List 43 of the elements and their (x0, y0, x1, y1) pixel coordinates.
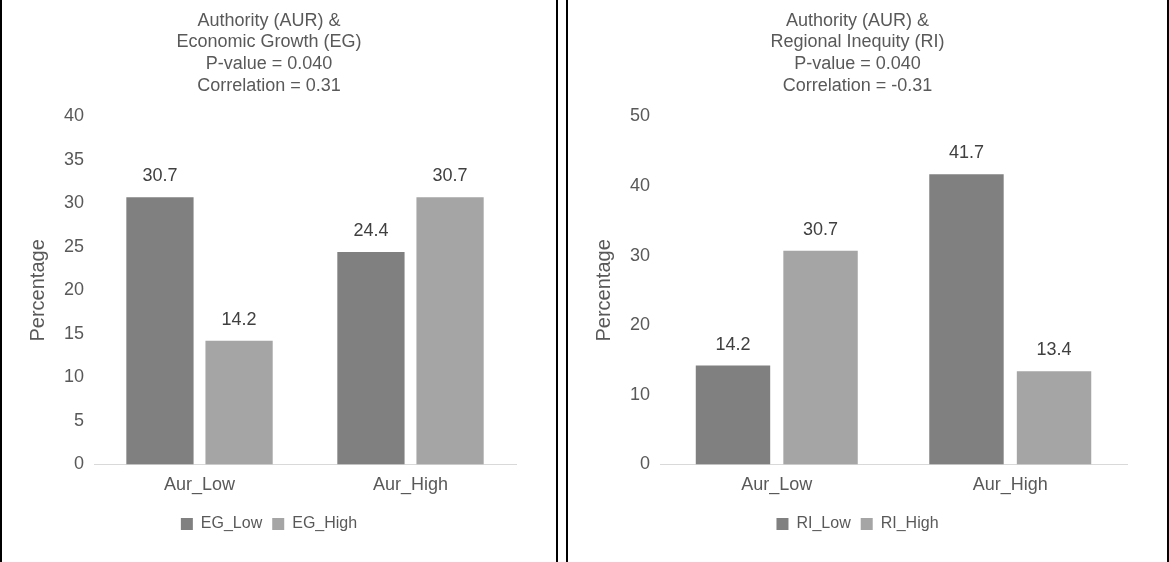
y-axis-title: Percentage (591, 239, 614, 342)
bar (695, 365, 771, 465)
y-tick-label: 10 (629, 383, 651, 404)
legend-label: RI_High (880, 514, 939, 533)
data-label: 30.7 (142, 165, 178, 186)
y-tick-label: 30 (629, 244, 651, 265)
data-label: 41.7 (948, 142, 984, 163)
data-label: 30.7 (803, 218, 839, 239)
data-label: 14.2 (221, 308, 257, 329)
legend-label: EG_High (292, 514, 358, 533)
x-tick-label: Aur_Low (163, 474, 237, 496)
data-label: 14.2 (715, 333, 751, 354)
x-tick-label: Aur_High (972, 474, 1048, 496)
legend-label: EG_Low (200, 514, 263, 533)
data-label: 24.4 (353, 220, 389, 241)
chart-title: Authority (AUR) & Regional Inequity (RI) P-value = 0.040 Correlation = -0.31 (770, 9, 945, 95)
x-tick-label: Aur_High (372, 474, 449, 496)
y-tick-label: 0 (74, 453, 85, 474)
y-tick-label: 40 (63, 105, 85, 126)
bar (205, 340, 273, 465)
y-tick-label: 20 (63, 279, 85, 300)
y-tick-label: 0 (640, 453, 651, 474)
bar (126, 197, 194, 465)
y-tick-label: 25 (63, 235, 85, 256)
y-tick-label: 15 (63, 322, 85, 343)
bar (929, 174, 1004, 465)
y-axis-title: Percentage (25, 239, 48, 342)
y-tick-label: 50 (629, 105, 651, 126)
bar (783, 250, 858, 465)
y-tick-label: 20 (629, 314, 651, 335)
bar (1016, 371, 1092, 465)
legend-label: RI_Low (796, 514, 852, 533)
y-tick-label: 35 (63, 148, 85, 169)
y-tick-label: 40 (629, 174, 651, 195)
x-tick-label: Aur_Low (741, 474, 814, 496)
bar (416, 197, 484, 465)
bar (337, 252, 405, 465)
chart-title: Authority (AUR) & Economic Growth (EG) P-value = 0.040 Correlation = 0.31 (176, 9, 362, 95)
data-label: 13.4 (1036, 339, 1072, 360)
y-tick-label: 5 (74, 409, 85, 430)
y-tick-label: 10 (63, 366, 85, 387)
y-tick-label: 30 (63, 192, 85, 213)
data-label: 30.7 (432, 165, 468, 186)
